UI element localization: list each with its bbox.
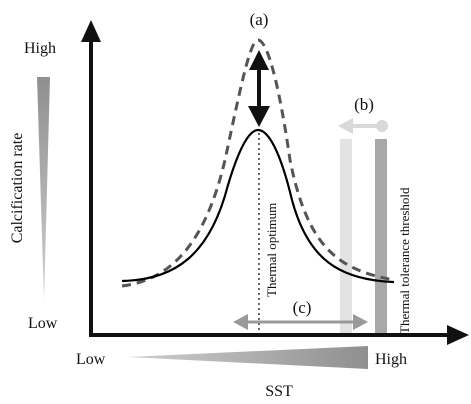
marker-c-label: (c) (293, 298, 312, 317)
y-axis-low-label: Low (28, 315, 58, 332)
marker-a-label: (a) (250, 10, 269, 29)
threshold-bar-dark (375, 139, 387, 333)
x-axis-title: SST (265, 383, 293, 400)
thermal-optimum-label: Thermal optimum (264, 203, 279, 297)
shift-arrow-b-origin (376, 120, 388, 132)
y-scale-wedge (37, 77, 50, 300)
x-axis-high-label: High (375, 351, 407, 368)
y-axis-title: Calcification rate (9, 133, 26, 244)
shift-arrow-b-head (338, 118, 353, 134)
marker-b-label: (b) (354, 95, 374, 114)
threshold-bar-light (340, 139, 352, 333)
dashed-calcification-curve (121, 38, 395, 288)
y-axis-arrowhead (81, 20, 101, 42)
solid-calcification-curve (121, 128, 395, 284)
change-arrow-a-top-head (249, 50, 269, 70)
x-axis-arrowhead (447, 325, 469, 345)
change-arrow-a-bottom-head (248, 106, 270, 127)
thermal-tolerance-threshold-label: Thermal tolerance threshold (397, 187, 412, 334)
x-scale-wedge (128, 346, 368, 369)
range-arrow-c-left-head (233, 314, 248, 330)
range-arrow-c-right-head (353, 314, 368, 330)
y-axis-high-label: High (24, 40, 56, 57)
x-axis-low-label: Low (76, 351, 106, 368)
